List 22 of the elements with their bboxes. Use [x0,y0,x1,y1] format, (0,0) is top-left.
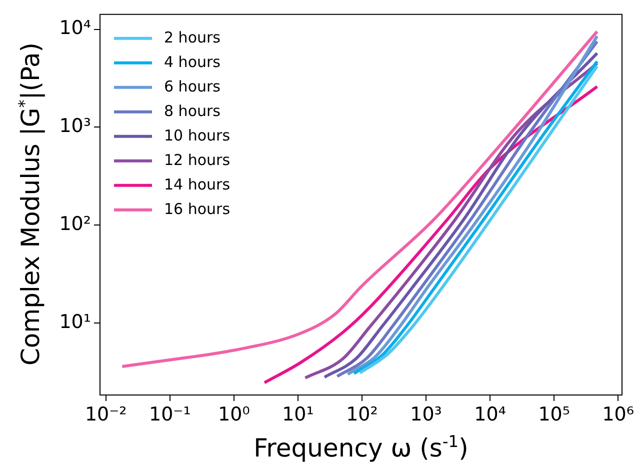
x-tick-label: 10⁻¹ [148,403,191,426]
legend-label: 12 hours [164,150,230,169]
x-tick-label: 10⁻² [84,403,127,426]
x-tick-label: 10⁵ [538,403,570,426]
legend-label: 2 hours [164,28,221,46]
x-tick-label: 10⁴ [474,403,506,426]
legend-label: 4 hours [164,52,221,71]
legend-label: 6 hours [164,77,221,96]
legend-label: 16 hours [164,200,230,218]
y-tick-label: 10⁴ [59,17,92,40]
legend-label: 14 hours [164,175,230,194]
legend-label: 10 hours [164,126,230,144]
x-axis-title: Frequency ω (s$^{-1}$) [252,432,470,462]
x-tick-label: 10⁰ [218,403,250,426]
x-tick-label: 10² [346,403,378,426]
x-tick-label: 10³ [410,403,442,426]
y-tick-label: 10² [59,213,91,236]
x-tick-label: 10¹ [282,403,314,426]
x-tick-label: 10⁶ [602,403,634,426]
y-tick-label: 10³ [59,115,91,138]
y-tick-label: 10¹ [59,310,91,333]
legend-label: 8 hours [164,102,221,120]
